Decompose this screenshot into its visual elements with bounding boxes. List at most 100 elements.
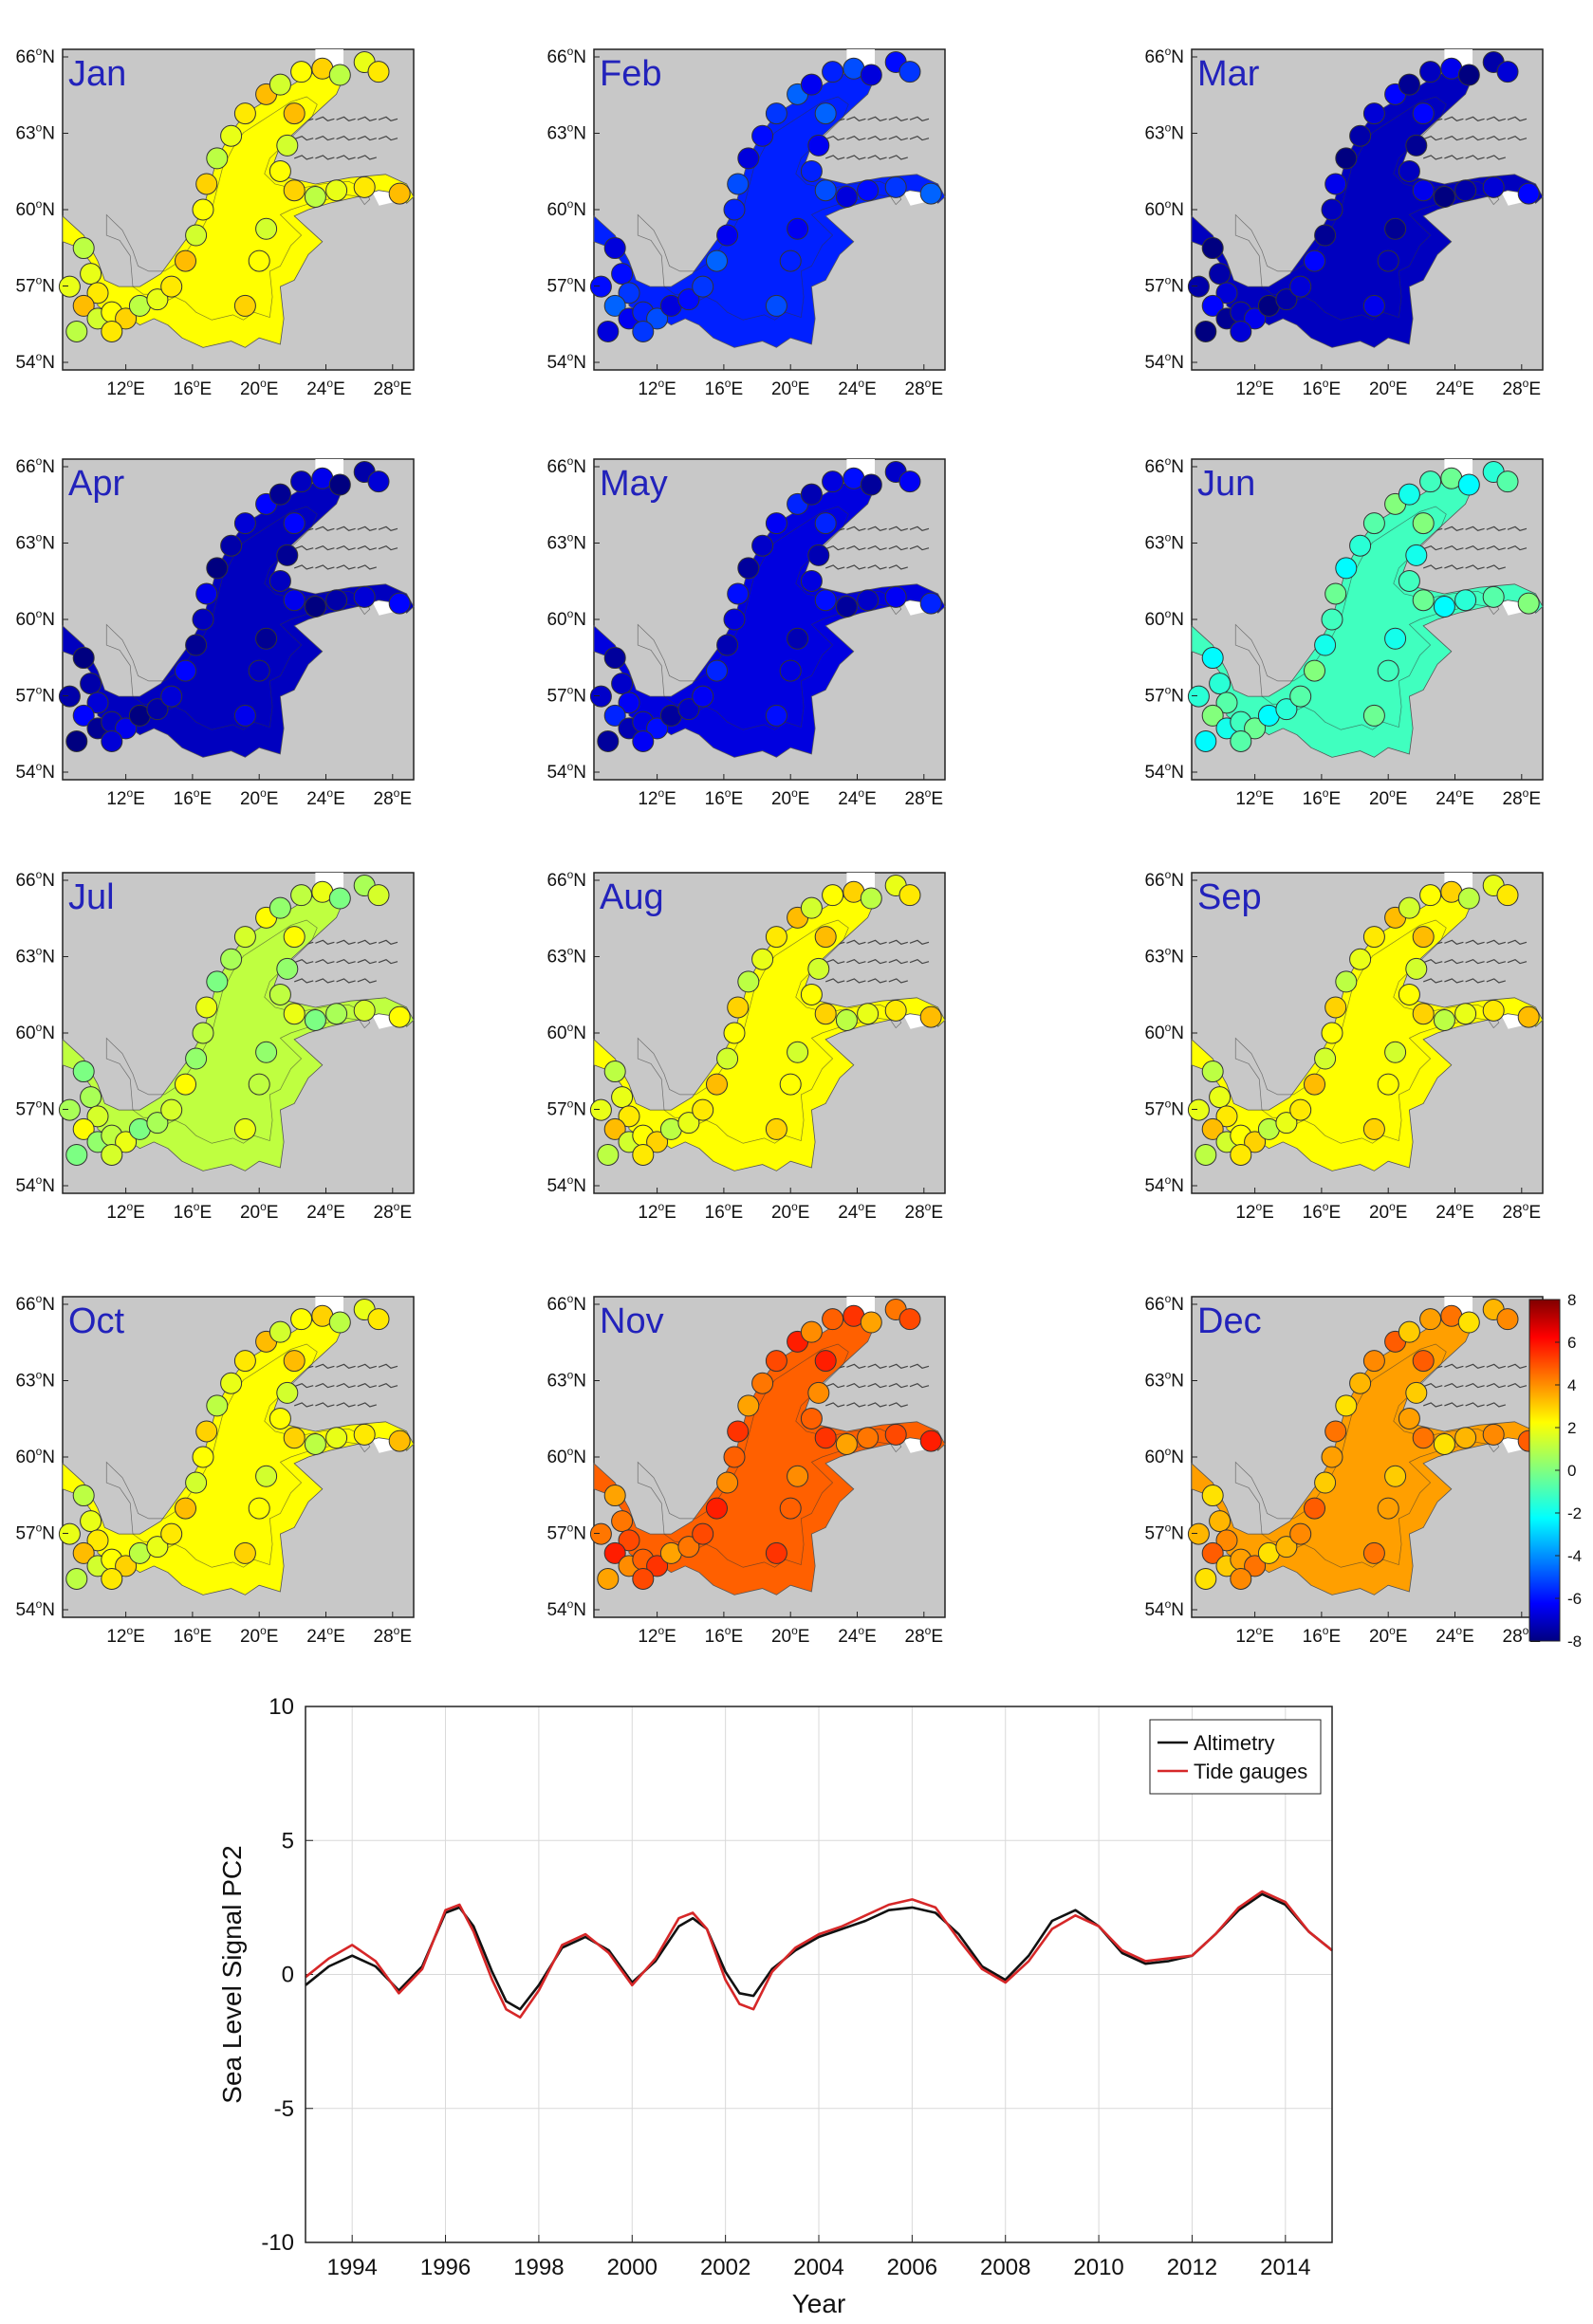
tide-gauge-marker (115, 307, 138, 330)
tide-gauge-marker (589, 1522, 612, 1545)
tide-gauge-marker (1289, 1098, 1312, 1121)
tide-gauge-marker (248, 249, 270, 272)
tide-gauge-marker (1209, 263, 1232, 286)
lake-outline (1422, 135, 1443, 141)
lake-outline (1507, 1382, 1528, 1389)
tide-gauge-marker (835, 185, 858, 208)
tide-gauge-marker (1454, 1427, 1477, 1449)
tide-gauge-marker (618, 282, 640, 304)
tide-gauge-marker (290, 470, 313, 493)
tide-gauge-marker (283, 512, 306, 535)
tide-gauge-marker (611, 263, 634, 286)
lat-tick-label: 63oN (546, 1369, 586, 1392)
lat-tick-label: 60oN (546, 197, 586, 220)
lat-tick-label: 54oN (546, 760, 586, 783)
tide-gauge-marker (1384, 217, 1407, 240)
lake-outline (357, 564, 377, 570)
tide-gauge-marker (1304, 659, 1325, 682)
lake-outline (357, 526, 377, 532)
tide-gauge-marker (1201, 647, 1224, 670)
tide-gauge-marker (1384, 627, 1407, 650)
lake-outline (1444, 116, 1464, 122)
lake-outline (846, 526, 866, 532)
lake-outline (1507, 135, 1528, 141)
tide-gauge-marker (1201, 1541, 1224, 1564)
tide-gauge-marker (304, 595, 326, 618)
tide-gauge-marker (58, 1522, 81, 1545)
tide-gauge-marker (1454, 179, 1477, 202)
lake-outline (846, 155, 866, 160)
tide-gauge-marker (603, 1061, 626, 1083)
tide-gauge-marker (101, 1567, 123, 1590)
lake-outline (1422, 1382, 1443, 1389)
lat-tick-label: 60oN (546, 1021, 586, 1043)
tide-gauge-marker (233, 102, 256, 125)
tide-gauge-marker (328, 887, 351, 910)
tide-gauge-marker (255, 627, 278, 650)
tide-gauge-marker (1377, 1073, 1399, 1096)
lake-outline (824, 564, 845, 570)
lon-tick-label: 16oE (1303, 786, 1342, 809)
tide-gauge-marker (185, 1047, 208, 1070)
lake-outline (315, 939, 335, 946)
lake-outline (824, 978, 845, 984)
lat-tick-label: 57oN (1144, 1522, 1184, 1544)
tide-gauge-marker (1384, 1041, 1407, 1063)
lon-tick-label: 16oE (174, 377, 213, 399)
lake-outline (867, 1363, 887, 1370)
tide-gauge-marker (646, 1131, 669, 1153)
tide-gauge-marker (1230, 1143, 1252, 1166)
lake-outline (293, 958, 314, 965)
tide-gauge-marker (822, 884, 844, 907)
tide-gauge-marker (86, 1529, 109, 1552)
tide-gauge-marker (1230, 729, 1252, 752)
tide-gauge-marker (727, 582, 750, 605)
lon-tick-label: 20oE (240, 786, 279, 809)
tide-gauge-marker (632, 1567, 655, 1590)
tide-gauge-marker (898, 884, 921, 907)
lat-tick-label: 66oN (15, 868, 55, 891)
tide-gauge-marker (1419, 1308, 1442, 1331)
tide-gauge-marker (919, 592, 942, 615)
lon-tick-label: 28oE (905, 1200, 944, 1223)
tide-gauge-marker (233, 512, 256, 535)
tide-gauge-marker (1482, 1423, 1505, 1446)
lake-outline (1486, 1363, 1506, 1370)
tide-gauge-marker (1454, 1003, 1477, 1025)
map-panel-apr: Apr 54oN 57oN 60oN 63oN 66oN 12oE 16oE 20oE 24oE 2… (15, 454, 415, 809)
tide-gauge-marker (1304, 1497, 1325, 1520)
lat-tick-label: 54oN (15, 760, 55, 783)
lake-outline (1507, 116, 1528, 122)
lake-outline (1422, 564, 1443, 570)
lat-tick-label: 60oN (15, 1445, 55, 1467)
tide-gauge-marker (835, 595, 858, 618)
lake-outline (1422, 544, 1443, 551)
map-month-label: Jun (1197, 464, 1255, 504)
tide-gauge-marker (1398, 896, 1420, 919)
lat-tick-label: 60oN (1144, 197, 1184, 220)
tide-gauge-marker (860, 473, 882, 496)
tide-gauge-marker (800, 159, 823, 182)
lake-outline (824, 544, 845, 551)
tide-gauge-marker (1187, 1098, 1210, 1121)
lake-outline (867, 116, 887, 122)
tide-gauge-marker (1398, 159, 1420, 182)
tide-gauge-marker (175, 659, 196, 682)
tide-gauge-marker (1349, 534, 1372, 557)
lon-tick-label: 12oE (638, 1200, 676, 1223)
colorbar-tick-label: 4 (1567, 1376, 1576, 1394)
tide-gauge-marker (1482, 999, 1505, 1022)
tide-gauge-marker (1412, 926, 1435, 949)
lake-outline (1465, 526, 1485, 532)
lake-outline (888, 155, 908, 160)
map-month-label: Aug (600, 877, 664, 917)
lat-tick-label: 60oN (15, 607, 55, 630)
lake-outline (846, 978, 866, 984)
lat-tick-label: 57oN (546, 684, 586, 707)
tide-gauge-marker (1215, 1529, 1238, 1552)
lake-outline (867, 526, 887, 532)
lake-outline (1486, 1402, 1506, 1408)
tide-gauge-marker (367, 884, 390, 907)
